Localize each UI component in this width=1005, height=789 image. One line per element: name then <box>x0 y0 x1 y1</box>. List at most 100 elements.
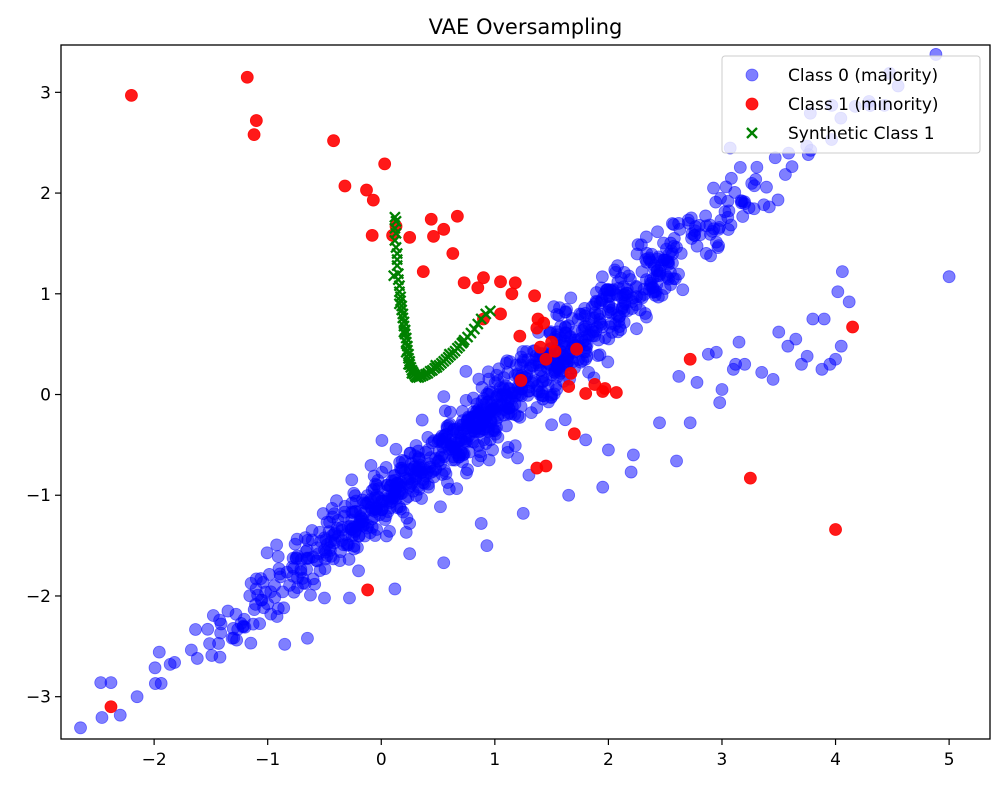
class-0-majority-point <box>113 708 127 722</box>
x-tick-label: 0 <box>376 750 387 770</box>
class-1-minority-point <box>424 212 438 226</box>
legend-label-synthetic-class-1: Synthetic Class 1 <box>788 124 935 144</box>
legend-marker-class-1-minority <box>745 97 759 111</box>
class-0-majority-point <box>345 473 359 487</box>
class-0-majority-point <box>806 312 820 326</box>
class-1-minority-point <box>477 271 490 285</box>
class-1-minority-point <box>743 471 757 485</box>
class-0-majority-point <box>450 482 464 496</box>
class-0-majority-point <box>416 476 430 490</box>
class-0-majority-point <box>271 550 285 563</box>
class-0-majority-point <box>707 181 720 195</box>
class-0-majority-point <box>486 443 499 457</box>
class-0-majority-point <box>635 291 649 305</box>
class-0-majority-point <box>475 380 489 394</box>
synthetic-class-1-point <box>387 269 400 282</box>
class-0-majority-point <box>733 160 747 174</box>
class-0-majority-point <box>642 282 656 296</box>
class-0-majority-point <box>501 440 515 454</box>
class-1-minority-point <box>508 276 522 290</box>
x-tick-label: −1 <box>255 750 280 770</box>
class-0-majority-point <box>713 396 727 409</box>
class-0-majority-point <box>247 603 261 617</box>
legend-label-class-0-majority: Class 0 (majority) <box>788 66 938 86</box>
class-0-majority-point <box>738 357 752 371</box>
legend-marker-synthetic-class-1 <box>746 127 758 139</box>
class-0-majority-point <box>503 355 517 368</box>
class-0-majority-point <box>593 307 607 321</box>
class-0-majority-point <box>558 413 572 427</box>
class-0-majority-point <box>437 556 451 570</box>
synthetic-class-1-point <box>471 318 484 330</box>
class-0-majority-point <box>785 160 799 174</box>
class-1-minority-point <box>609 386 623 399</box>
y-tick-label: 0 <box>40 386 51 406</box>
class-0-majority-point <box>579 433 593 447</box>
class-0-majority-point <box>277 601 291 615</box>
class-0-majority-point <box>603 283 617 297</box>
class-0-majority-point <box>612 314 626 328</box>
class-0-majority-point <box>554 319 568 333</box>
class-0-majority-point <box>375 494 389 508</box>
class-0-majority-point <box>676 283 690 297</box>
class-1-minority-point <box>683 352 697 366</box>
class-0-majority-point <box>405 456 418 470</box>
class-0-majority-point <box>618 297 632 310</box>
class-0-majority-point <box>653 416 666 430</box>
class-0-majority-point <box>459 365 473 378</box>
class-0-majority-point <box>595 270 609 284</box>
class-0-majority-point <box>511 451 524 465</box>
class-0-majority-point <box>380 529 393 543</box>
y-tick-label: −3 <box>26 688 51 708</box>
class-0-majority-point <box>491 411 505 424</box>
class-0-majority-point <box>406 484 420 498</box>
class-0-majority-point <box>757 198 771 212</box>
class-0-majority-point <box>724 218 738 232</box>
class-0-majority-point <box>590 286 603 299</box>
class-0-majority-point <box>491 374 505 388</box>
class-0-majority-point <box>203 637 216 651</box>
class-0-majority-point <box>389 442 403 456</box>
class-1-minority-point <box>249 114 263 127</box>
class-0-majority-point <box>343 591 356 605</box>
class-0-majority-point <box>608 263 622 277</box>
class-0-majority-point <box>306 572 320 586</box>
class-1-minority-point <box>494 307 507 321</box>
class-0-majority-point <box>666 256 679 270</box>
class-1-minority-point <box>403 230 417 244</box>
class-0-majority-point <box>626 448 640 462</box>
class-0-majority-point <box>772 325 786 339</box>
class-0-majority-point <box>289 551 303 565</box>
class-0-majority-point <box>394 464 408 477</box>
class-0-majority-point <box>606 302 620 316</box>
class-0-majority-point <box>375 434 389 447</box>
class-0-majority-point <box>104 676 118 689</box>
class-0-majority-point <box>603 320 617 334</box>
class-0-majority-point <box>452 448 466 462</box>
class-0-majority-point <box>690 376 704 389</box>
class-0-majority-point <box>750 160 764 174</box>
class-0-majority-point <box>942 270 956 284</box>
class-0-majority-point <box>732 335 746 349</box>
class-1-minority-point <box>548 344 562 358</box>
class-0-majority-point <box>290 532 304 546</box>
class-0-majority-point <box>201 622 215 636</box>
class-0-majority-point <box>364 459 378 472</box>
class-1-minority-point <box>450 209 464 223</box>
class-1-minority-point <box>562 380 576 393</box>
class-0-majority-point <box>658 282 672 295</box>
class-0-majority-point <box>550 357 564 370</box>
class-0-majority-point <box>328 533 342 547</box>
class-0-majority-point <box>715 383 729 396</box>
synthetic-class-1-point <box>406 367 418 380</box>
class-0-majority-point <box>301 631 314 645</box>
class-0-majority-point <box>441 476 454 489</box>
class-1-minority-point <box>533 340 547 354</box>
y-tick-label: 1 <box>40 285 51 305</box>
class-0-majority-point <box>578 322 591 336</box>
class-1-minority-point <box>494 275 507 289</box>
x-tick-label: 4 <box>830 750 841 770</box>
class-0-majority-point <box>418 461 432 475</box>
class-0-majority-point <box>189 623 202 636</box>
synthetic-class-1-point <box>457 336 469 348</box>
